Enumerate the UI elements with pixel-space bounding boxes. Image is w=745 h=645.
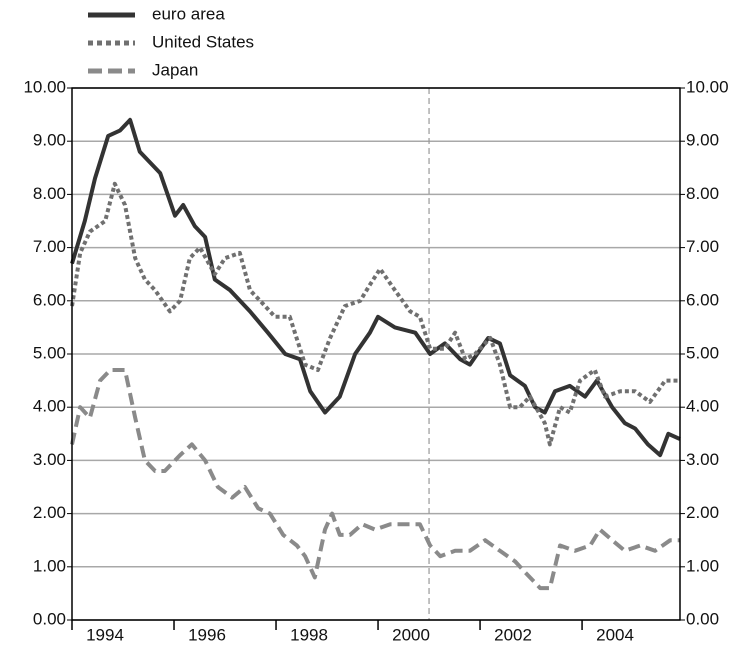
line-dotted [70,181,680,447]
x-tick-label: 1996 [188,625,226,644]
y-tick-label: 7.00 [33,237,66,256]
y2-tick-label: 2.00 [686,503,719,522]
y-tick-label: 6.00 [33,290,66,309]
y2-tick-label: 9.00 [686,131,719,150]
y2-tick-label: 10.00 [686,77,729,96]
y-tick-label: 10.00 [23,77,66,96]
y2-tick-label: 8.00 [686,184,719,203]
y-tick-label: 3.00 [33,450,66,469]
x-tick-label: 2000 [392,625,430,644]
y-tick-label: 4.00 [33,397,66,416]
line-solid [70,117,681,458]
y2-tick-label: 0.00 [686,609,719,628]
legend-label: euro area [152,4,225,23]
legend-label: Japan [152,60,198,79]
y2-tick-label: 4.00 [686,397,719,416]
y2-tick-label: 7.00 [686,237,719,256]
y-tick-label: 8.00 [33,184,66,203]
y-tick-label: 5.00 [33,343,66,362]
y2-tick-label: 6.00 [686,290,719,309]
x-tick-label: 1994 [86,625,124,644]
x-tick-label: 2004 [596,625,634,644]
x-tick-label: 2002 [494,625,532,644]
line-dashed [70,368,680,591]
x-tick-label: 1998 [290,625,328,644]
y2-tick-label: 3.00 [686,450,719,469]
plot-frame [71,87,681,621]
y2-tick-label: 5.00 [686,343,719,362]
legend-label: United States [152,32,254,51]
y2-tick-label: 1.00 [686,556,719,575]
y-tick-label: 1.00 [33,556,66,575]
y-tick-label: 2.00 [33,503,66,522]
y-tick-label: 0.00 [33,609,66,628]
y-tick-label: 9.00 [33,131,66,150]
